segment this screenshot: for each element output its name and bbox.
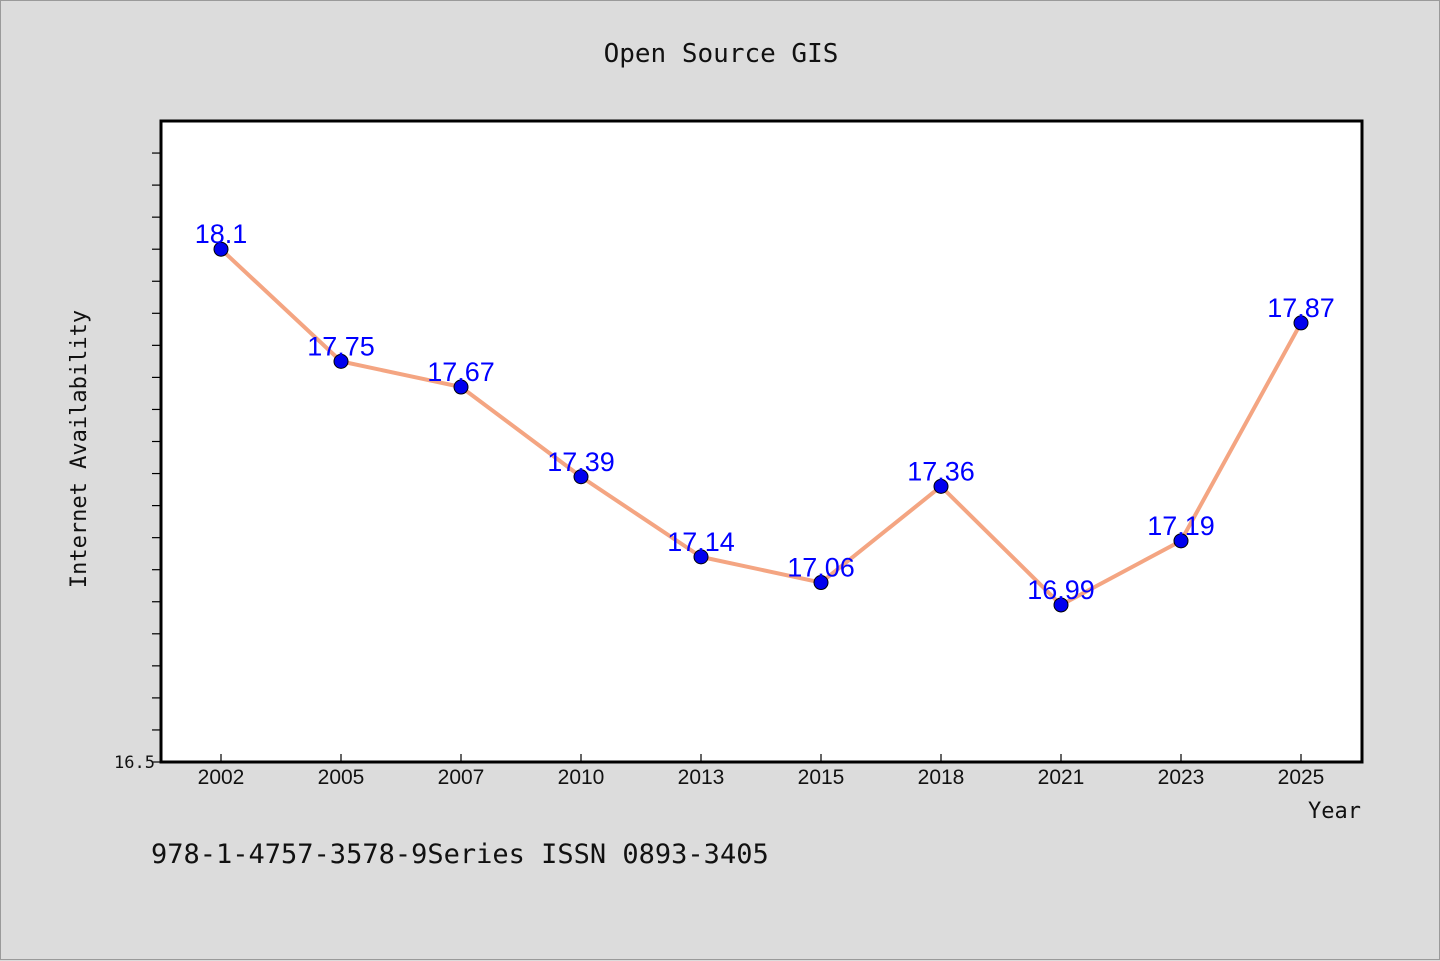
data-label: 17.19 xyxy=(1147,511,1215,541)
series-line-group xyxy=(219,247,1303,607)
data-labels-group: 18.1 17.75 17.67 17.39 17.14 17.06 17.36 16.99 1… xyxy=(195,219,1335,605)
x-tick-label: 2002 xyxy=(198,766,245,789)
y-axis-label: Internet Availability xyxy=(67,310,92,588)
data-point xyxy=(573,469,589,485)
data-label: 18.1 xyxy=(195,219,248,249)
data-point xyxy=(333,353,349,369)
data-point xyxy=(813,575,829,591)
x-tick-label: 2010 xyxy=(558,766,605,789)
x-tick-label: 2018 xyxy=(918,766,965,789)
x-tick-label: 2015 xyxy=(798,766,845,789)
data-point xyxy=(1053,597,1069,613)
x-axis-tick-labels: 2002 2005 2007 2010 2013 2015 2018 2021 2023 2025 xyxy=(198,766,1325,789)
x-axis-ticks xyxy=(220,754,1302,762)
data-label: 17.14 xyxy=(667,527,735,557)
footnote-text: 978-1-4757-3578-9Series ISSN 0893-3405 xyxy=(151,839,769,870)
y-axis-ticks xyxy=(152,152,161,763)
x-tick-label: 2023 xyxy=(1158,766,1205,789)
y-axis-tick-labels: 16.5 xyxy=(114,753,155,773)
data-label: 17.39 xyxy=(547,447,615,477)
data-label: 17.87 xyxy=(1267,293,1335,323)
x-tick-label: 2007 xyxy=(438,766,485,789)
data-point xyxy=(1173,533,1189,549)
data-label: 16.99 xyxy=(1027,575,1095,605)
data-label: 17.36 xyxy=(907,456,975,486)
chart-title: Open Source GIS xyxy=(604,39,839,69)
x-tick-label: 2013 xyxy=(678,766,725,789)
x-axis-label: Year xyxy=(1308,799,1361,824)
data-point xyxy=(693,549,709,565)
x-tick-label: 2025 xyxy=(1278,766,1325,789)
x-tick-label: 2021 xyxy=(1038,766,1085,789)
data-point xyxy=(453,379,469,395)
data-label: 17.06 xyxy=(787,553,855,583)
series-line xyxy=(219,247,1303,607)
y-tick-label: 16.5 xyxy=(114,753,155,773)
data-point xyxy=(1293,315,1309,331)
series-points-group xyxy=(213,241,1309,613)
data-label: 17.67 xyxy=(427,357,495,387)
data-label: 17.75 xyxy=(307,331,375,361)
data-point xyxy=(213,241,229,257)
plot-area xyxy=(159,119,1364,764)
x-tick-label: 2005 xyxy=(318,766,365,789)
data-point xyxy=(933,478,949,494)
